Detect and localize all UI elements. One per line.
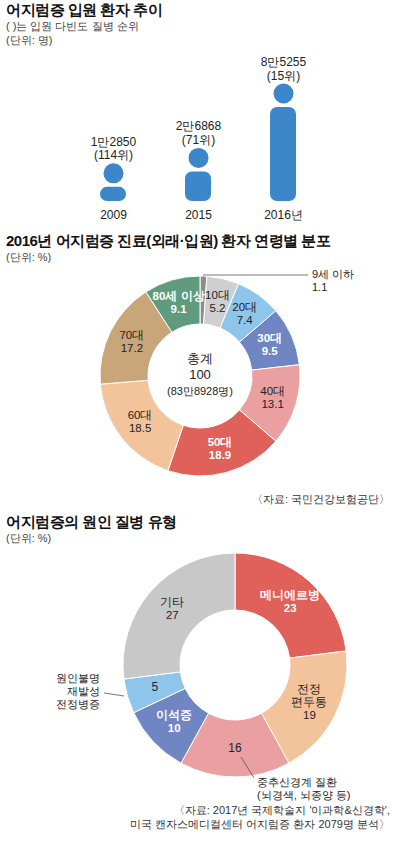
svg-text:2009: 2009 <box>100 208 127 222</box>
svg-text:1.1: 1.1 <box>312 281 327 293</box>
html-text:〈자료: 국민건강보험공단〉: 〈자료: 국민건강보험공단〉 <box>251 493 390 505</box>
html-text:(단위: %): (단위: %) <box>6 532 52 544</box>
svg-text:10대: 10대 <box>205 289 230 301</box>
svg-text:기타: 기타 <box>160 596 184 608</box>
svg-text:7.4: 7.4 <box>237 314 254 326</box>
svg-text:80세 이상: 80세 이상 <box>153 290 205 302</box>
svg-text:9세 이하: 9세 이하 <box>312 268 354 280</box>
svg-text:재발성: 재발성 <box>67 685 100 697</box>
svg-text:메니에르병: 메니에르병 <box>260 589 320 601</box>
svg-text:(83만8928명): (83만8928명) <box>167 385 233 397</box>
svg-text:1만2850(114위): 1만2850(114위) <box>91 135 137 163</box>
svg-text:100: 100 <box>189 367 211 382</box>
svg-text:전정: 전정 <box>297 683 321 695</box>
svg-text:70대: 70대 <box>119 329 144 341</box>
svg-text:16: 16 <box>228 741 242 755</box>
svg-text:편두통: 편두통 <box>291 696 327 708</box>
svg-text:8만5255(15위): 8만5255(15위) <box>261 55 307 83</box>
svg-text:2015: 2015 <box>185 208 212 222</box>
svg-text:18.5: 18.5 <box>129 422 151 434</box>
html-text:2016년 어지럼증 진료(외래·입원) 환자 연령별 분포: 2016년 어지럼증 진료(외래·입원) 환자 연령별 분포 <box>6 232 331 249</box>
svg-text:2만6868(71위): 2만6868(71위) <box>176 119 222 147</box>
svg-text:5: 5 <box>151 680 158 694</box>
svg-text:40대: 40대 <box>260 385 285 397</box>
svg-text:18.9: 18.9 <box>209 449 231 461</box>
html-text:( )는 입원 다빈도 질병 순위: ( )는 입원 다빈도 질병 순위 <box>6 20 139 32</box>
svg-text:2016년: 2016년 <box>264 208 303 222</box>
svg-text:9.1: 9.1 <box>171 303 188 315</box>
svg-text:중추신경계 질환: 중추신경계 질환 <box>257 776 337 788</box>
svg-text:전정병증: 전정병증 <box>56 698 100 710</box>
svg-text:총계: 총계 <box>187 351 213 366</box>
svg-text:17.2: 17.2 <box>121 342 143 354</box>
svg-text:13.1: 13.1 <box>261 398 283 410</box>
svg-text:원인불명: 원인불명 <box>56 672 100 684</box>
html-text:(단위: %): (단위: %) <box>6 251 52 263</box>
svg-text:19: 19 <box>303 709 316 721</box>
html-text:(단위: 명): (단위: 명) <box>6 34 53 46</box>
svg-text:60대: 60대 <box>128 409 153 421</box>
html-text:〈자료: 2017년 국제학술지 '이과학&신경학',: 〈자료: 2017년 국제학술지 '이과학&신경학', <box>173 804 390 816</box>
svg-text:9.5: 9.5 <box>262 345 279 357</box>
html-text:어지럼증의 원인 질병 유형: 어지럼증의 원인 질병 유형 <box>6 513 177 530</box>
svg-text:27: 27 <box>166 609 179 621</box>
svg-text:이석증: 이석증 <box>156 709 192 722</box>
svg-text:23: 23 <box>284 602 297 614</box>
svg-text:5.2: 5.2 <box>210 302 226 314</box>
svg-text:50대: 50대 <box>208 436 233 448</box>
html-text:어지럼증 입원 환자 추이: 어지럼증 입원 환자 추이 <box>6 1 162 18</box>
svg-text:(뇌경색, 뇌종양 등): (뇌경색, 뇌종양 등) <box>257 789 351 801</box>
svg-text:10: 10 <box>168 722 181 734</box>
html-text:미국 캔자스메디컬센터 어지럼증 환자 2079명 분석〉: 미국 캔자스메디컬센터 어지럼증 환자 2079명 분석〉 <box>130 818 390 830</box>
svg-text:20대: 20대 <box>232 301 257 313</box>
svg-text:30대: 30대 <box>257 332 282 344</box>
